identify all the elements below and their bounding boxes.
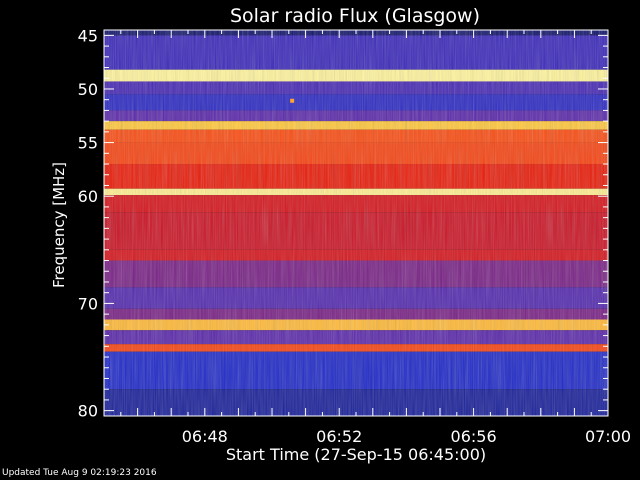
x-tick-label: 07:00 bbox=[585, 427, 631, 446]
y-tick-label: 70 bbox=[78, 294, 98, 313]
x-tick-label: 06:48 bbox=[182, 427, 228, 446]
y-axis-label: Frequency [MHz] bbox=[50, 162, 68, 288]
y-tick-label: 80 bbox=[78, 402, 98, 421]
y-tick-label: 50 bbox=[78, 80, 98, 99]
updated-timestamp: Updated Tue Aug 9 02:19:23 2016 bbox=[2, 468, 157, 478]
x-tick-label: 06:52 bbox=[316, 427, 362, 446]
noise-texture bbox=[104, 30, 608, 416]
x-axis: 06:48 06:52 06:56 07:00 bbox=[103, 30, 631, 446]
hot-pixel bbox=[290, 98, 295, 103]
plot-area bbox=[103, 29, 609, 417]
x-tick-label: 06:56 bbox=[451, 427, 497, 446]
y-tick-label: 60 bbox=[78, 187, 98, 206]
x-axis-label: Start Time (27-Sep-15 06:45:00) bbox=[226, 445, 486, 464]
y-tick-label: 45 bbox=[78, 26, 98, 45]
chart-title: Solar radio Flux (Glasgow) bbox=[230, 5, 480, 27]
y-tick-label: 55 bbox=[78, 134, 98, 153]
y-axis: 45 50 55 60 70 80 bbox=[78, 26, 608, 421]
